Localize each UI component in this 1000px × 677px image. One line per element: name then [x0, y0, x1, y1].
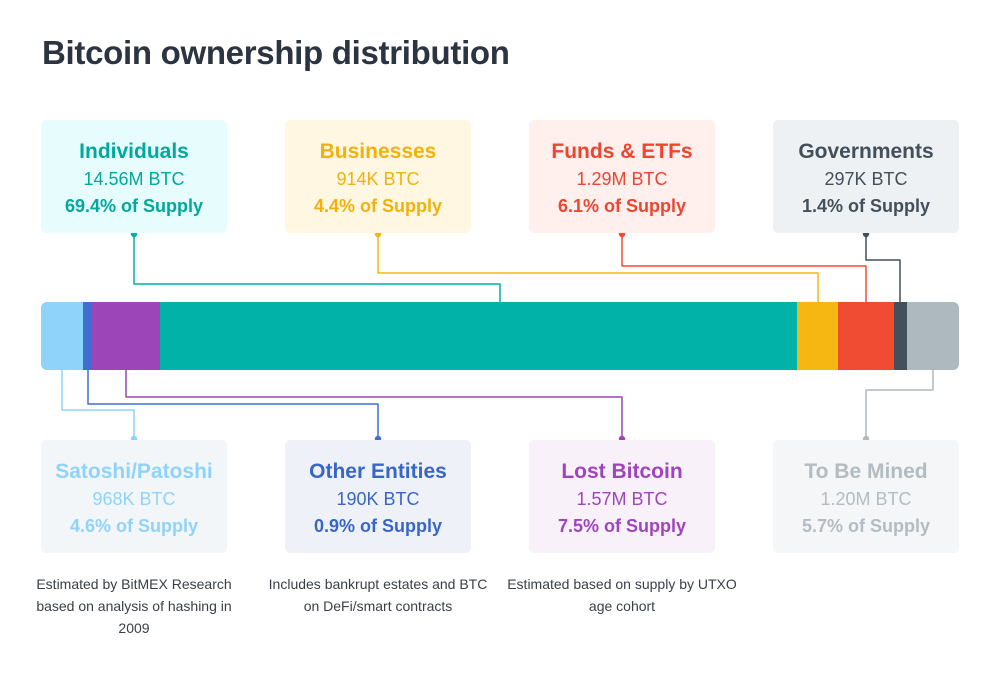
card-supply: 0.9% of Supply	[313, 516, 443, 536]
card-name: Governments	[798, 140, 934, 163]
card-amount: 1.29M BTC	[576, 169, 668, 189]
bar-segment-satoshi	[41, 302, 84, 370]
card-amount: 14.56M BTC	[83, 169, 185, 189]
card-satoshi: Satoshi/Patoshi 968K BTC 4.6% of Supply	[41, 440, 227, 553]
connector-individuals	[133, 233, 501, 302]
connector-mined	[865, 370, 934, 439]
card-name: Individuals	[79, 140, 189, 163]
card-name: Lost Bitcoin	[561, 460, 683, 483]
connector-funds	[621, 233, 867, 302]
card-lost: Lost Bitcoin 1.57M BTC 7.5% of Supply	[529, 440, 715, 553]
connector-lost	[125, 370, 623, 439]
card-supply: 1.4% of Supply	[801, 196, 931, 216]
bar-segment-other	[83, 302, 92, 370]
connector-businesses	[377, 233, 819, 302]
card-other: Other Entities 190K BTC 0.9% of Supply	[285, 440, 471, 553]
card-supply: 5.7% of Supply	[801, 516, 931, 536]
card-amount: 968K BTC	[92, 489, 176, 509]
bar-segment-lost	[91, 302, 161, 370]
card-supply: 69.4% of Supply	[64, 196, 204, 216]
connector-satoshi	[61, 370, 135, 439]
card-amount: 1.57M BTC	[576, 489, 668, 509]
card-businesses: Businesses 914K BTC 4.4% of Supply	[285, 120, 471, 233]
chart-title: Bitcoin ownership distribution	[42, 34, 510, 71]
bar-segment-funds	[837, 302, 895, 370]
card-name: Businesses	[319, 140, 437, 163]
card-governments: Governments 297K BTC 1.4% of Supply	[773, 120, 959, 233]
bar-segment-businesses	[797, 302, 839, 370]
card-amount: 190K BTC	[336, 489, 420, 509]
bar-segment-individuals	[160, 302, 798, 370]
card-supply: 7.5% of Supply	[557, 516, 687, 536]
card-amount: 914K BTC	[336, 169, 420, 189]
note-other: Includes bankrupt estates and BTC on DeF…	[268, 576, 488, 614]
card-supply: 4.6% of Supply	[69, 516, 199, 536]
connector-governments	[865, 233, 901, 302]
card-name: Other Entities	[309, 460, 447, 483]
card-name: Funds & ETFs	[551, 140, 693, 163]
note-satoshi: Estimated by BitMEX Research based on an…	[36, 576, 232, 636]
bar-segment-mined	[906, 302, 959, 370]
card-amount: 1.20M BTC	[820, 489, 912, 509]
card-name: Satoshi/Patoshi	[55, 460, 213, 483]
card-supply: 4.4% of Supply	[313, 196, 443, 216]
card-individuals: Individuals 14.56M BTC 69.4% of Supply	[41, 120, 227, 233]
connector-other	[87, 370, 379, 439]
card-supply: 6.1% of Supply	[557, 196, 687, 216]
supply-bar	[41, 302, 959, 370]
note-lost: Estimated based on supply by UTXO age co…	[507, 576, 737, 614]
card-mined: To Be Mined 1.20M BTC 5.7% of Supply	[773, 440, 959, 553]
card-funds: Funds & ETFs 1.29M BTC 6.1% of Supply	[529, 120, 715, 233]
card-name: To Be Mined	[804, 460, 928, 483]
bar-segment-governments	[893, 302, 908, 370]
card-amount: 297K BTC	[824, 169, 908, 189]
